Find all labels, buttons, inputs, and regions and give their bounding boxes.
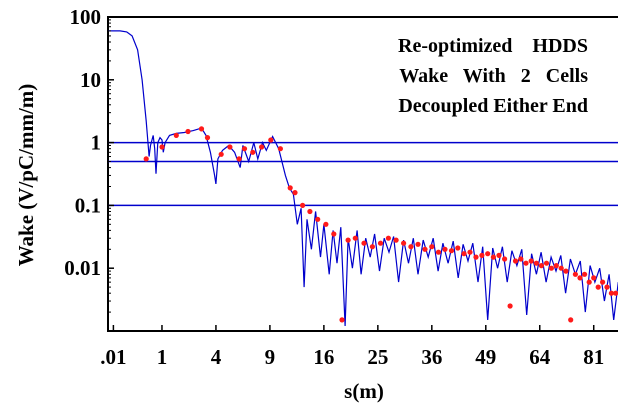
- data-marker-29: [401, 240, 407, 246]
- data-marker-54: [548, 265, 555, 271]
- data-marker-38: [461, 251, 467, 257]
- data-marker-64: [595, 284, 601, 290]
- data-marker-27: [385, 235, 391, 241]
- data-marker-62: [586, 279, 592, 285]
- data-marker-47: [512, 258, 519, 264]
- data-marker-3: [185, 128, 191, 135]
- x-tick-label-7: 49: [475, 345, 496, 369]
- data-marker-20: [331, 231, 337, 237]
- data-marker-40: [473, 254, 479, 260]
- x-tick-label-2: 4: [211, 345, 222, 369]
- data-marker-46: [507, 303, 513, 309]
- data-marker-17: [307, 208, 313, 215]
- data-marker-22: [345, 237, 351, 243]
- plot-frame: [107, 16, 618, 332]
- data-marker-57: [563, 268, 569, 274]
- data-marker-48: [518, 256, 524, 262]
- data-marker-58: [568, 317, 574, 323]
- data-marker-35: [442, 246, 448, 252]
- x-tick-label-4: 16: [313, 345, 334, 369]
- y-tick-label-0: 100: [70, 5, 102, 29]
- data-marker-56: [558, 265, 564, 271]
- data-marker-30: [408, 244, 414, 250]
- data-marker-53: [543, 260, 550, 266]
- data-marker-31: [415, 241, 421, 247]
- data-marker-12: [268, 137, 274, 143]
- data-marker-33: [429, 244, 435, 250]
- y-tick-label-2: 1: [91, 131, 102, 155]
- data-marker-14: [287, 185, 293, 191]
- x-tick-label-0: .01: [100, 345, 126, 369]
- data-marker-4: [198, 126, 205, 132]
- y-tick-label-1: 10: [80, 68, 101, 92]
- annotation-line-2: Wake With 2 Cells: [399, 65, 588, 87]
- data-marker-15: [292, 190, 298, 196]
- data-marker-60: [577, 275, 583, 281]
- data-marker-61: [582, 271, 588, 277]
- data-marker-37: [455, 245, 461, 251]
- data-marker-25: [369, 244, 375, 250]
- data-marker-44: [496, 252, 502, 258]
- x-tick-label-3: 9: [265, 345, 276, 369]
- data-marker-49: [523, 260, 529, 266]
- wake-series-markers: [143, 126, 618, 323]
- data-marker-32: [422, 246, 428, 252]
- x-tick-label-8: 64: [529, 345, 551, 369]
- data-marker-43: [490, 254, 496, 260]
- data-marker-68: [613, 290, 618, 296]
- data-marker-66: [604, 284, 610, 290]
- data-marker-67: [608, 290, 615, 296]
- x-tick-label-1: 1: [157, 345, 168, 369]
- data-marker-59: [572, 271, 579, 277]
- data-marker-45: [502, 256, 508, 262]
- data-marker-9: [241, 146, 248, 152]
- data-marker-24: [361, 240, 367, 246]
- reference-lines: [108, 141, 618, 207]
- x-axis-label: s(m): [344, 379, 384, 403]
- y-tick-label-4: 0.01: [64, 256, 101, 280]
- x-tick-label-9: 81: [583, 345, 604, 369]
- data-marker-16: [300, 202, 306, 208]
- annotation-line-1: Re-optimized HDDS: [398, 35, 588, 57]
- y-tick-label-3: 0.1: [75, 193, 101, 217]
- data-marker-8: [236, 156, 242, 162]
- data-marker-23: [352, 235, 358, 241]
- data-marker-18: [315, 216, 321, 222]
- data-marker-34: [435, 249, 442, 255]
- data-marker-7: [227, 144, 233, 150]
- data-marker-52: [538, 263, 545, 269]
- data-marker-28: [393, 237, 399, 243]
- data-marker-26: [377, 240, 384, 246]
- data-marker-1: [159, 144, 165, 150]
- data-marker-55: [553, 263, 559, 269]
- data-marker-10: [250, 149, 256, 155]
- data-marker-41: [479, 252, 485, 258]
- data-marker-19: [323, 221, 329, 227]
- x-tick-label-5: 25: [367, 345, 388, 369]
- data-marker-65: [600, 279, 606, 285]
- data-marker-36: [448, 248, 455, 254]
- data-marker-13: [277, 146, 283, 152]
- data-marker-51: [533, 260, 540, 266]
- annotation-line-3: Decoupled Either End: [398, 95, 588, 117]
- data-marker-42: [485, 251, 491, 257]
- data-marker-11: [259, 144, 265, 150]
- data-marker-39: [467, 249, 473, 255]
- y-axis-label: Wake (V/pC/mm/m): [14, 84, 38, 267]
- data-marker-6: [218, 151, 224, 157]
- data-marker-63: [591, 275, 597, 281]
- data-marker-21: [339, 317, 345, 323]
- data-marker-50: [528, 258, 534, 264]
- data-marker-0: [143, 156, 149, 162]
- x-tick-label-6: 36: [421, 345, 442, 369]
- data-marker-2: [173, 132, 179, 138]
- data-marker-5: [204, 135, 211, 141]
